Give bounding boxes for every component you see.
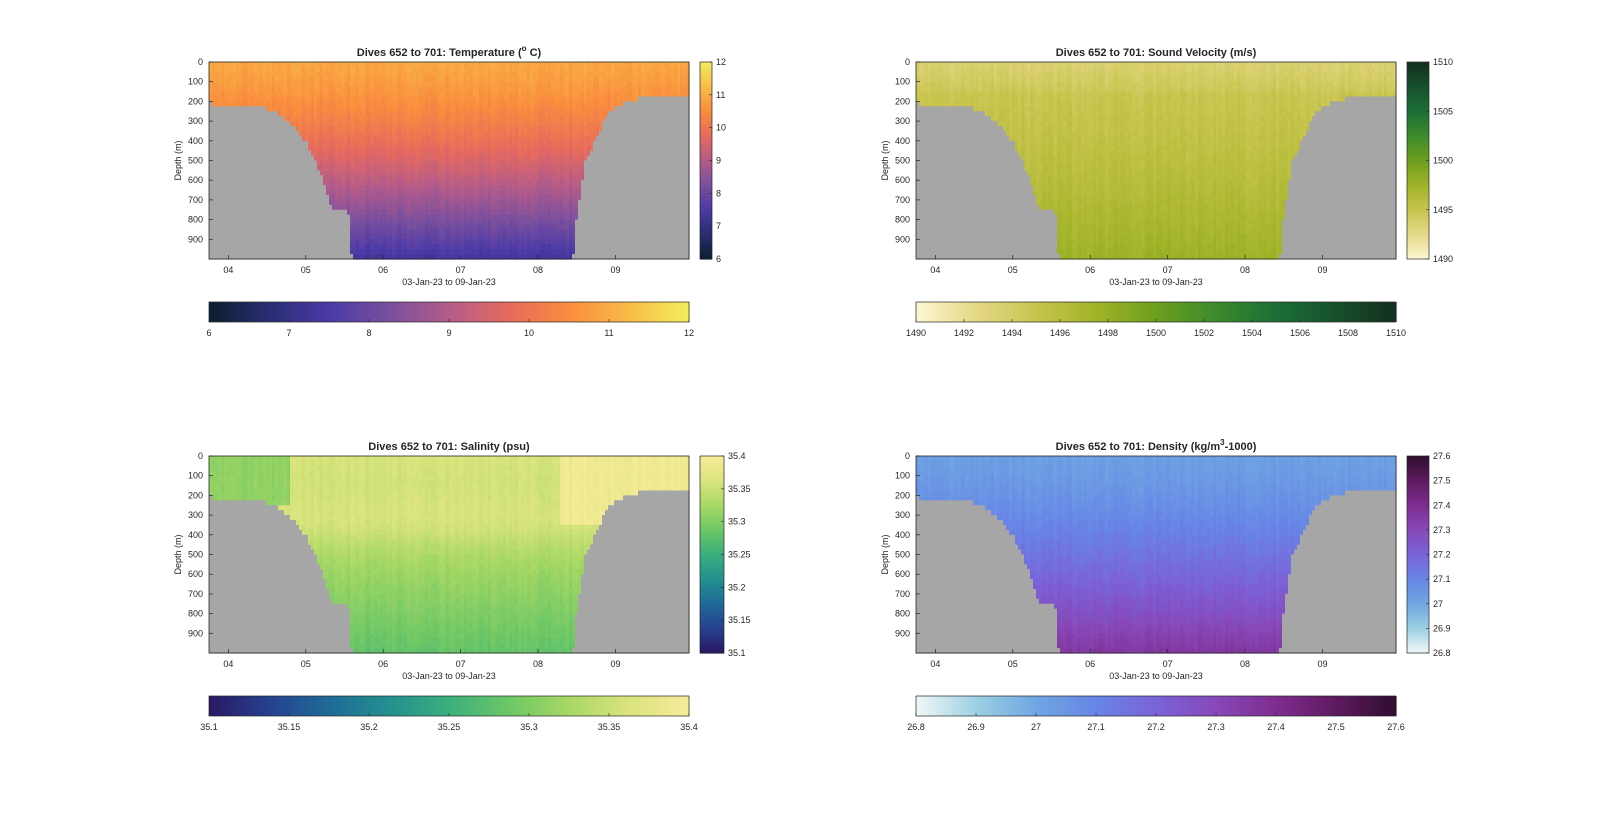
temperature-heatmap-cells bbox=[209, 62, 690, 260]
